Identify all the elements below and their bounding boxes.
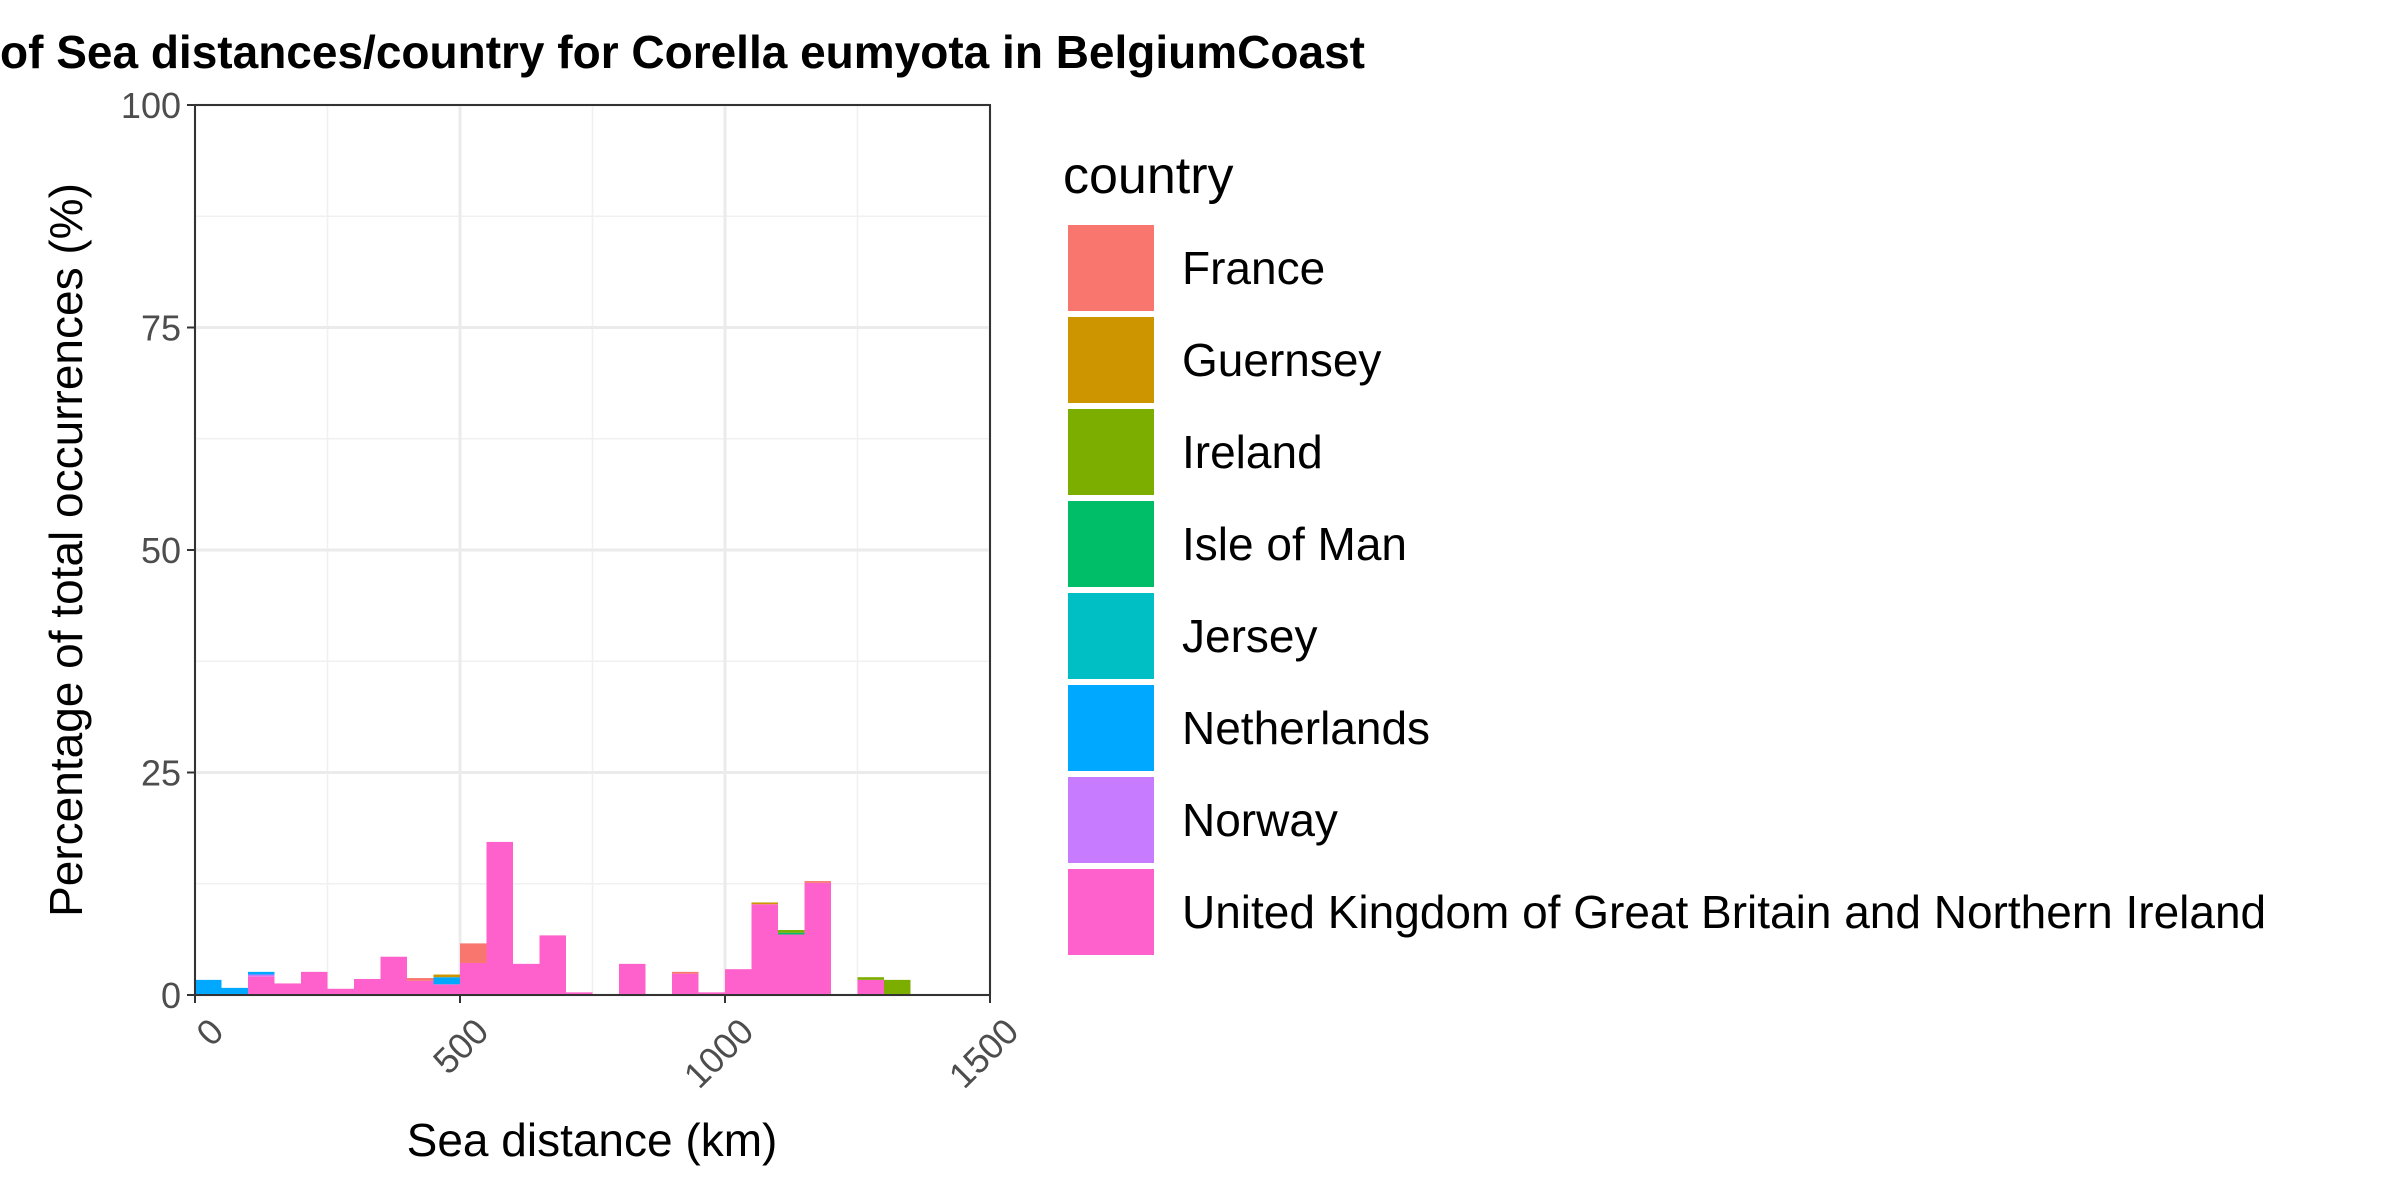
bar-guernsey bbox=[751, 902, 778, 905]
y-tick-label: 100 bbox=[121, 85, 181, 126]
legend-key-jersey bbox=[1068, 593, 1154, 679]
legend-label-jersey: Jersey bbox=[1182, 610, 1317, 662]
bar-united-kingdom-of-great-britain-and-northern-ireland bbox=[274, 983, 301, 995]
bar-united-kingdom-of-great-britain-and-northern-ireland bbox=[301, 971, 328, 995]
bar-united-kingdom-of-great-britain-and-northern-ireland bbox=[380, 956, 407, 995]
bar-guernsey bbox=[433, 974, 460, 978]
bar-united-kingdom-of-great-britain-and-northern-ireland bbox=[486, 841, 513, 995]
legend-label-isle-of-man: Isle of Man bbox=[1182, 518, 1407, 570]
legend-label-united-kingdom-of-great-britain-and-northern-ireland: United Kingdom of Great Britain and Nort… bbox=[1182, 886, 2266, 938]
bars bbox=[195, 841, 911, 995]
bar-united-kingdom-of-great-britain-and-northern-ireland bbox=[460, 962, 487, 995]
bar-united-kingdom-of-great-britain-and-northern-ireland bbox=[539, 935, 566, 995]
bar-isle-of-man bbox=[778, 932, 805, 935]
legend-key-france bbox=[1068, 225, 1154, 311]
y-tick-label: 25 bbox=[141, 753, 181, 794]
bar-norway bbox=[248, 974, 275, 977]
bar-united-kingdom-of-great-britain-and-northern-ireland bbox=[804, 882, 831, 995]
bar-ireland bbox=[778, 930, 805, 933]
bar-ireland bbox=[884, 979, 911, 995]
bar-france bbox=[460, 943, 487, 963]
chart-title: of Sea distances/country for Corella eum… bbox=[0, 26, 1365, 78]
bar-united-kingdom-of-great-britain-and-northern-ireland bbox=[327, 988, 354, 995]
legend-label-ireland: Ireland bbox=[1182, 426, 1323, 478]
y-axis: 0 25 50 75 100 bbox=[121, 85, 195, 1016]
bar-united-kingdom-of-great-britain-and-northern-ireland bbox=[513, 963, 540, 995]
y-axis-title: Percentage of total occurrences (%) bbox=[40, 183, 92, 917]
bar-united-kingdom-of-great-britain-and-northern-ireland bbox=[778, 934, 805, 995]
legend-items: France Guernsey Ireland Isle of Man Jersey Ne… bbox=[1068, 225, 2266, 955]
bar-united-kingdom-of-great-britain-and-northern-ireland bbox=[407, 980, 434, 995]
legend-label-france: France bbox=[1182, 242, 1325, 294]
bar-france bbox=[672, 971, 699, 974]
x-axis: 0 500 1000 1500 bbox=[188, 995, 1026, 1096]
bar-united-kingdom-of-great-britain-and-northern-ireland bbox=[857, 979, 884, 995]
bar-netherlands bbox=[433, 977, 460, 985]
bar-united-kingdom-of-great-britain-and-northern-ireland bbox=[751, 904, 778, 995]
y-tick-label: 0 bbox=[161, 975, 181, 1016]
bar-united-kingdom-of-great-britain-and-northern-ireland bbox=[248, 976, 275, 995]
x-axis-title: Sea distance (km) bbox=[407, 1114, 778, 1166]
bar-united-kingdom-of-great-britain-and-northern-ireland bbox=[433, 984, 460, 995]
x-tick-label: 1500 bbox=[941, 1010, 1027, 1096]
legend: country France Guernsey Ireland Isle of Man… bbox=[1063, 147, 2266, 955]
bar-france bbox=[407, 978, 434, 981]
bar-united-kingdom-of-great-britain-and-northern-ireland bbox=[354, 978, 381, 995]
bar-ireland bbox=[857, 977, 884, 980]
bar-netherlands bbox=[248, 971, 275, 975]
legend-key-united-kingdom-of-great-britain-and-northern-ireland bbox=[1068, 869, 1154, 955]
bar-netherlands bbox=[195, 979, 222, 995]
bar-united-kingdom-of-great-britain-and-northern-ireland bbox=[725, 969, 752, 995]
bar-france bbox=[804, 881, 831, 883]
y-tick-label: 75 bbox=[141, 308, 181, 349]
legend-label-norway: Norway bbox=[1182, 794, 1338, 846]
bar-netherlands bbox=[221, 987, 248, 995]
x-tick-label: 1000 bbox=[676, 1010, 762, 1096]
y-tick-label: 50 bbox=[141, 530, 181, 571]
bar-united-kingdom-of-great-britain-and-northern-ireland bbox=[698, 992, 725, 995]
bar-united-kingdom-of-great-britain-and-northern-ireland bbox=[566, 992, 593, 995]
legend-key-isle-of-man bbox=[1068, 501, 1154, 587]
bar-united-kingdom-of-great-britain-and-northern-ireland bbox=[619, 963, 646, 995]
legend-label-guernsey: Guernsey bbox=[1182, 334, 1381, 386]
legend-key-norway bbox=[1068, 777, 1154, 863]
bar-united-kingdom-of-great-britain-and-northern-ireland bbox=[672, 973, 699, 995]
legend-title: country bbox=[1063, 147, 1234, 205]
plot-panel bbox=[193, 103, 992, 997]
legend-key-netherlands bbox=[1068, 685, 1154, 771]
legend-key-guernsey bbox=[1068, 317, 1154, 403]
x-tick-label: 500 bbox=[425, 1010, 496, 1081]
legend-label-netherlands: Netherlands bbox=[1182, 702, 1430, 754]
x-tick-label: 0 bbox=[188, 1010, 231, 1053]
legend-key-ireland bbox=[1068, 409, 1154, 495]
